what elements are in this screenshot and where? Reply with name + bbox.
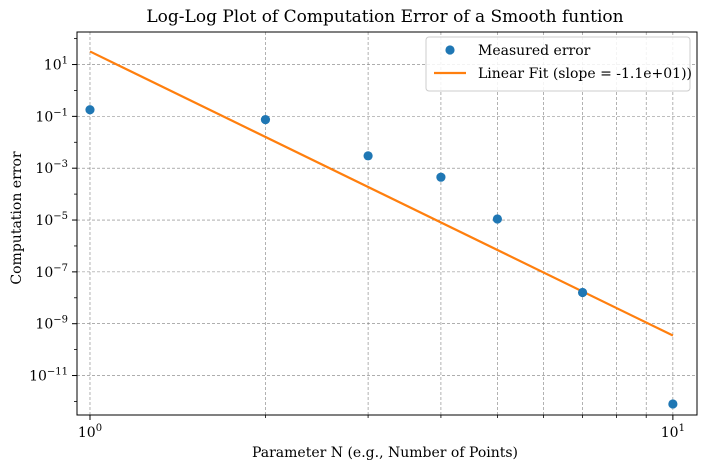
data-point [363,151,373,161]
y-tick-label: 10−1 [35,107,68,125]
legend-label-fit: Linear Fit (slope = -1.1e+01)) [478,66,692,82]
y-tick-label: 10−11 [29,367,68,385]
fit-line-layer [89,50,674,337]
x-tick-label: 101 [661,423,685,441]
y-tick-label: 10−5 [35,211,68,229]
legend-box [425,36,691,92]
scatter-points [85,105,678,409]
y-tick-label: 101 [44,56,68,74]
legend: Measured error Linear Fit (slope = -1.1e… [425,36,692,92]
x-tick-label: 100 [78,423,102,441]
chart-title: Log-Log Plot of Computation Error of a S… [146,7,623,27]
data-point [260,115,271,125]
y-tick-label: 10−9 [35,315,68,333]
data-point [668,399,678,409]
legend-marker-measured [445,45,455,55]
axis-ticks [72,38,674,420]
fit-line [89,50,674,337]
y-axis-label: Computation error [9,151,25,284]
data-point [577,287,588,298]
tick-labels: 100 101 10−11 10−9 10−7 10−5 10−3 10−1 101 [29,56,685,441]
plot-frame [76,31,698,416]
y-tick-label: 10−7 [35,263,68,281]
y-tick-label: 10−3 [35,159,68,177]
legend-label-measured: Measured error [478,43,591,59]
x-axis-label: Parameter N (e.g., Number of Points) [252,445,518,461]
data-point [85,105,95,115]
data-point [492,214,503,224]
data-point [436,172,446,182]
